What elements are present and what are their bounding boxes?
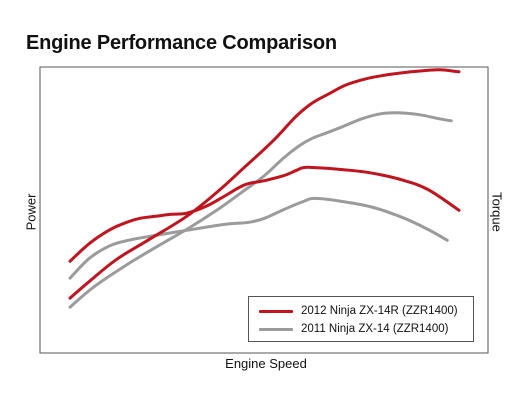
series-2011-power-line bbox=[68, 111, 453, 309]
chart-title: Engine Performance Comparison bbox=[26, 32, 337, 54]
y-axis-label-right: Torque bbox=[489, 192, 505, 232]
legend-swatch-2011 bbox=[259, 327, 293, 331]
legend-label-2011: 2011 Ninja ZX-14 (ZZR1400) bbox=[301, 323, 449, 335]
series-layer bbox=[68, 68, 461, 309]
legend: 2012 Ninja ZX-14R (ZZR1400) 2011 Ninja Z… bbox=[248, 296, 474, 342]
series-2012-power-line bbox=[68, 68, 461, 300]
series-2012-torque-line bbox=[68, 165, 461, 263]
x-axis-label: Engine Speed bbox=[225, 356, 307, 371]
legend-label-2012: 2012 Ninja ZX-14R (ZZR1400) bbox=[301, 305, 458, 317]
series-2011-torque-line bbox=[68, 196, 449, 280]
plot-area-border bbox=[39, 66, 489, 354]
y-axis-label-left: Power bbox=[23, 193, 39, 231]
legend-swatch-2012 bbox=[259, 309, 293, 313]
legend-item-2012: 2012 Ninja ZX-14R (ZZR1400) bbox=[259, 303, 458, 319]
legend-item-2011: 2011 Ninja ZX-14 (ZZR1400) bbox=[259, 321, 448, 337]
